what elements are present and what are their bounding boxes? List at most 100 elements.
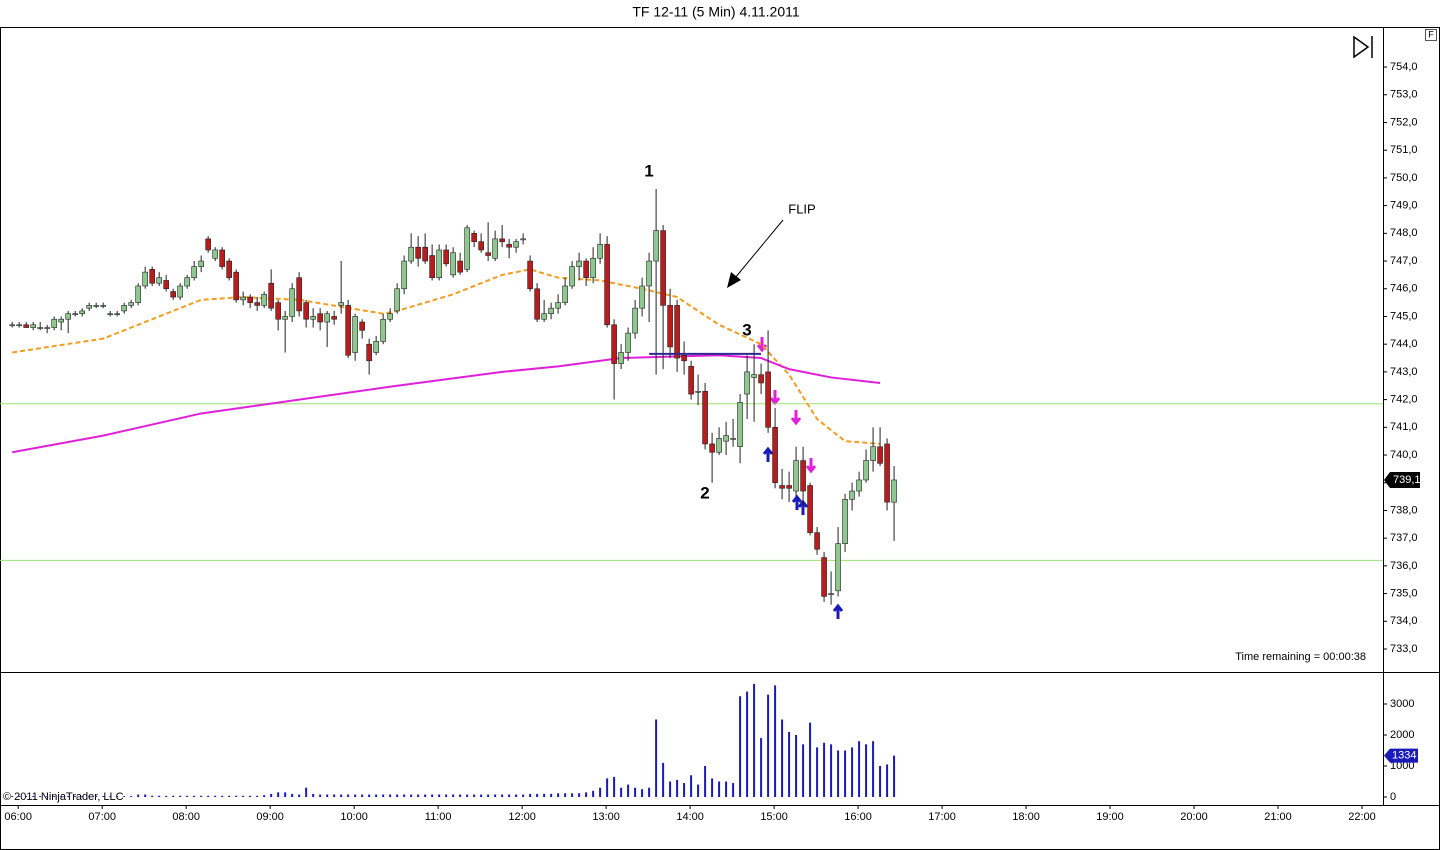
y-tick-label: 737,0 bbox=[1390, 532, 1418, 544]
candle-body bbox=[765, 371, 771, 428]
annotation: 1 bbox=[644, 161, 653, 180]
volume-bar bbox=[704, 765, 707, 798]
candle-body bbox=[604, 244, 610, 326]
candle-body bbox=[632, 307, 638, 334]
volume-bar bbox=[158, 795, 161, 798]
candle-body bbox=[338, 302, 344, 306]
volume-bar bbox=[683, 783, 686, 798]
last-volume-marker bbox=[1384, 748, 1418, 763]
candle-body bbox=[219, 249, 225, 267]
volume-bar bbox=[774, 685, 777, 798]
candle-body bbox=[58, 318, 64, 323]
candle-body bbox=[163, 280, 169, 290]
volume-bar bbox=[228, 795, 231, 798]
annotation: 2 bbox=[700, 483, 709, 502]
candle-body bbox=[324, 313, 330, 323]
volume-bar bbox=[431, 794, 434, 798]
volume-bar bbox=[81, 796, 84, 798]
volume-bar bbox=[585, 792, 588, 798]
last-price-marker bbox=[1384, 471, 1420, 488]
candle-body bbox=[44, 327, 50, 329]
x-tick-label: 09:00 bbox=[256, 811, 284, 823]
volume-bar bbox=[438, 794, 441, 798]
volume-bar bbox=[53, 796, 56, 798]
candle-body bbox=[156, 277, 162, 284]
volume-bar bbox=[389, 794, 392, 798]
candle-body bbox=[9, 324, 15, 327]
candle-body bbox=[51, 318, 57, 328]
candle-body bbox=[65, 313, 71, 320]
volume-bar bbox=[312, 793, 315, 798]
y-tick-label: 0 bbox=[1390, 791, 1396, 803]
candle-body bbox=[16, 324, 22, 327]
volume-bar bbox=[256, 795, 259, 798]
volume-bar bbox=[417, 794, 420, 798]
candle-body bbox=[555, 302, 561, 309]
annotation: FLIP bbox=[788, 201, 815, 216]
candle-body bbox=[842, 499, 848, 544]
candle-body bbox=[856, 479, 862, 492]
candle-body bbox=[660, 230, 666, 306]
volume-bar bbox=[851, 747, 854, 798]
candle-body bbox=[114, 313, 120, 315]
volume-bar bbox=[606, 778, 609, 798]
candle-body bbox=[835, 543, 841, 592]
volume-bar bbox=[144, 794, 147, 798]
signal-arrows bbox=[756, 337, 844, 619]
y-tick-label: 738,0 bbox=[1390, 504, 1418, 516]
candle-body bbox=[576, 260, 582, 267]
candle-body bbox=[695, 390, 701, 393]
candle-body bbox=[863, 460, 869, 481]
x-tick-label: 06:00 bbox=[4, 811, 32, 823]
y-tick-label: 752,0 bbox=[1390, 116, 1418, 128]
candle-body bbox=[667, 305, 673, 348]
volume-bar bbox=[543, 793, 546, 798]
y-tick-label: 1000 bbox=[1390, 760, 1414, 772]
candle-body bbox=[177, 285, 183, 298]
candle-body bbox=[716, 438, 722, 453]
volume-bar bbox=[529, 793, 532, 798]
x-tick-label: 17:00 bbox=[928, 811, 956, 823]
volume-bar bbox=[445, 794, 448, 798]
candle-body bbox=[436, 249, 442, 278]
volume-bar bbox=[844, 750, 847, 798]
candle-body bbox=[744, 371, 750, 395]
volume-bar bbox=[116, 796, 119, 798]
candle-body bbox=[268, 282, 274, 309]
volume-bar bbox=[613, 776, 616, 798]
volume-bar bbox=[424, 794, 427, 798]
x-tick-label: 15:00 bbox=[760, 811, 788, 823]
candle-body bbox=[93, 305, 99, 307]
candle-body bbox=[737, 402, 743, 448]
x-tick-label: 22:00 bbox=[1348, 811, 1376, 823]
candle-body bbox=[828, 593, 834, 595]
volume-bar bbox=[487, 794, 490, 798]
candle-body bbox=[499, 238, 505, 242]
volume-bar bbox=[837, 750, 840, 798]
volume-bar bbox=[277, 792, 280, 798]
x-tick-label: 18:00 bbox=[1012, 811, 1040, 823]
y-tick-label: 746,0 bbox=[1390, 283, 1418, 295]
volume-bar bbox=[466, 794, 469, 798]
candle-body bbox=[590, 257, 596, 278]
x-tick-label: 10:00 bbox=[340, 811, 368, 823]
candle-body bbox=[107, 313, 113, 315]
candle-body bbox=[562, 285, 568, 303]
volume-bar bbox=[403, 794, 406, 798]
candle-body bbox=[485, 252, 491, 256]
volume-bar bbox=[893, 755, 896, 798]
volume-bar bbox=[410, 794, 413, 798]
volume-bar bbox=[214, 795, 217, 798]
panel-button[interactable] bbox=[1425, 29, 1437, 41]
volume-bar bbox=[753, 683, 756, 798]
play-icon[interactable] bbox=[1353, 35, 1373, 59]
candle-body bbox=[758, 374, 764, 384]
panel-button-label[interactable]: F bbox=[1428, 29, 1434, 39]
volume-bar bbox=[165, 795, 168, 798]
volume-bar bbox=[25, 796, 28, 798]
volume-bar bbox=[368, 794, 371, 798]
annotation-arrow bbox=[727, 219, 784, 288]
x-tick-label: 14:00 bbox=[676, 811, 704, 823]
volume-bar bbox=[662, 762, 665, 798]
candle-body bbox=[891, 479, 897, 503]
